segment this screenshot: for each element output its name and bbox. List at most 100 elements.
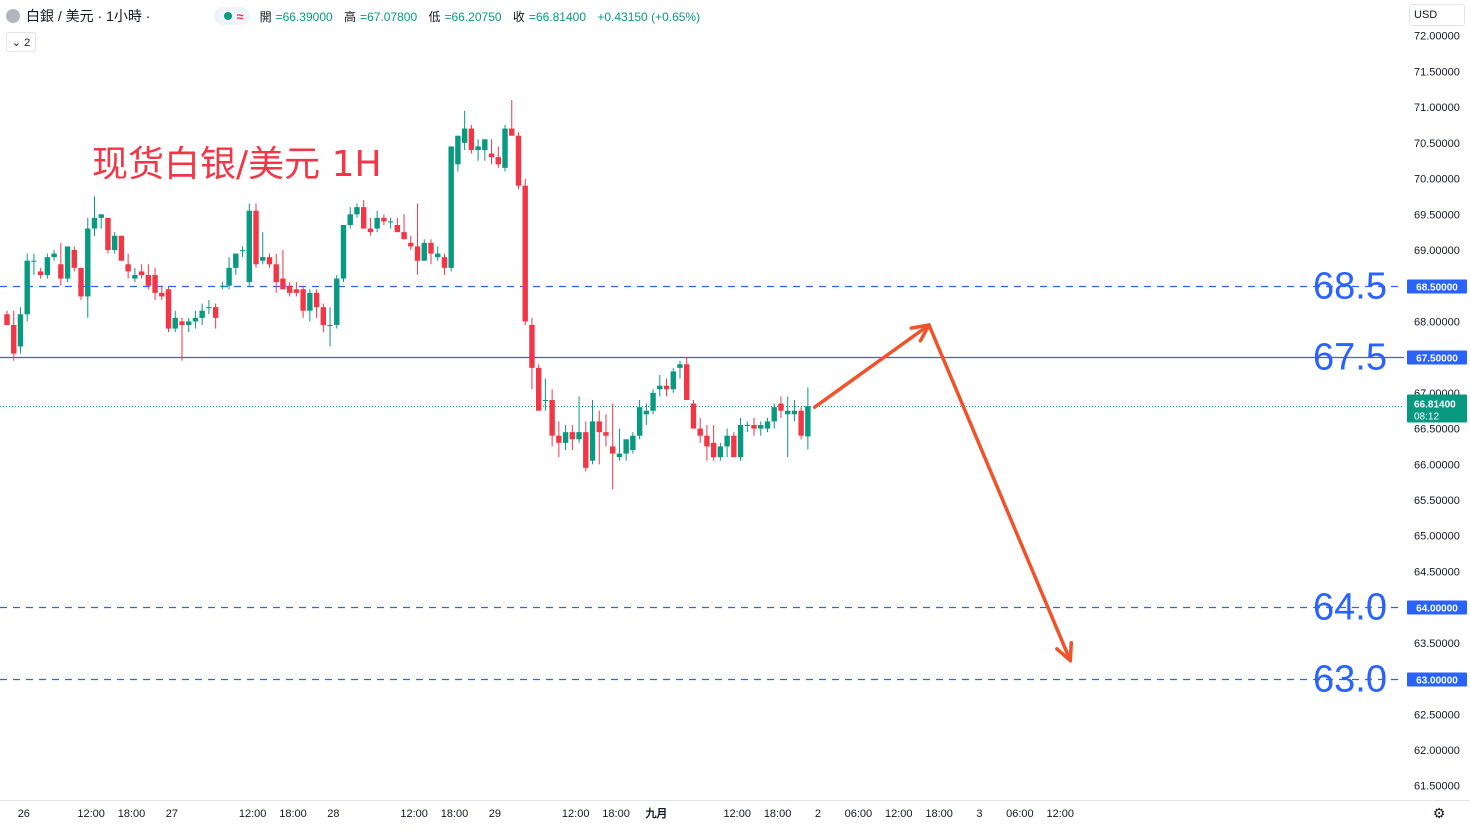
candle-body bbox=[549, 400, 555, 436]
candle-body bbox=[401, 232, 407, 240]
price-tick-label: 62.50000 bbox=[1414, 709, 1460, 721]
open-label: 開 bbox=[259, 9, 272, 24]
candle-body bbox=[710, 442, 717, 458]
candle-body bbox=[165, 289, 172, 329]
candle-body bbox=[192, 317, 199, 322]
candle-body bbox=[226, 267, 232, 286]
currency-selector[interactable]: USD bbox=[1409, 4, 1465, 26]
candle-body bbox=[98, 214, 104, 218]
close-value: 66.81400 bbox=[535, 9, 586, 24]
time-tick-label: 12:00 bbox=[77, 808, 105, 820]
price-tick-label: 69.50000 bbox=[1414, 209, 1460, 221]
price-tick-label: 72.00000 bbox=[1414, 31, 1460, 43]
candle-body bbox=[697, 428, 703, 436]
level-label-68.5: 68.5 bbox=[1313, 266, 1387, 308]
candle-body bbox=[764, 421, 771, 429]
candle-body bbox=[603, 432, 609, 436]
candle-body bbox=[650, 392, 656, 411]
price-tick-label: 66.00000 bbox=[1414, 459, 1460, 471]
candle-body bbox=[461, 128, 468, 143]
candle-body bbox=[286, 285, 293, 293]
candle-body bbox=[488, 153, 495, 158]
silver-coin-icon bbox=[6, 9, 20, 23]
collapse-indicators-button[interactable]: ⌄ 2 bbox=[6, 32, 36, 52]
candle-body bbox=[435, 253, 441, 258]
market-open-dot-icon bbox=[224, 12, 233, 20]
candle-body bbox=[253, 210, 259, 265]
candle-body bbox=[212, 307, 219, 318]
last-price-tag: 66.81400 bbox=[1414, 400, 1456, 411]
candle-body bbox=[239, 250, 246, 251]
candle-body bbox=[731, 435, 737, 458]
price-tick-label: 70.00000 bbox=[1414, 174, 1460, 186]
level-label-63.0: 63.0 bbox=[1313, 659, 1387, 701]
candle-body bbox=[495, 157, 501, 165]
last-price-tag-bg bbox=[1407, 394, 1467, 423]
candle-body bbox=[381, 217, 387, 222]
candle-body bbox=[636, 407, 643, 436]
time-tick-label: 18:00 bbox=[279, 808, 307, 820]
candle-body bbox=[206, 307, 212, 309]
time-tick-label: 九月 bbox=[644, 806, 667, 820]
candle-body bbox=[387, 221, 394, 223]
candle-body bbox=[414, 246, 421, 261]
candle-body bbox=[509, 128, 515, 136]
level-label-64.0: 64.0 bbox=[1313, 587, 1387, 629]
candle-body bbox=[448, 146, 454, 268]
time-tick-label: 2 bbox=[815, 808, 821, 820]
settings-gear-icon[interactable]: ⚙ bbox=[1432, 805, 1446, 821]
candle-body bbox=[784, 410, 791, 415]
candle-body bbox=[408, 242, 414, 247]
candle-body bbox=[569, 432, 576, 440]
candle-body bbox=[138, 271, 145, 275]
time-tick-label: 12:00 bbox=[885, 808, 913, 820]
candle-body bbox=[347, 214, 353, 225]
candle-body bbox=[105, 217, 111, 250]
level-price-tag-bg bbox=[1407, 600, 1467, 615]
candle-body bbox=[421, 242, 427, 261]
indicator-glyph: ≈ bbox=[236, 8, 244, 24]
time-tick-label: 18:00 bbox=[602, 808, 630, 820]
candle-body bbox=[562, 432, 569, 443]
candle-body bbox=[677, 364, 683, 368]
high-label: 高 bbox=[344, 9, 357, 24]
candle-body bbox=[293, 289, 300, 293]
candle-body bbox=[751, 425, 757, 429]
candle-body bbox=[455, 135, 461, 165]
candle-body bbox=[583, 432, 589, 468]
projection-up-arrow bbox=[812, 323, 931, 409]
time-tick-label: 06:00 bbox=[1006, 808, 1034, 820]
candle-body bbox=[798, 410, 804, 436]
candle-body bbox=[515, 135, 522, 186]
candle-body bbox=[24, 260, 30, 315]
candle-body bbox=[657, 385, 663, 390]
status-pill[interactable]: ≈ bbox=[214, 7, 250, 25]
level-price-tag: 64.00000 bbox=[1416, 604, 1458, 615]
candle-body bbox=[186, 321, 192, 325]
candle-body bbox=[51, 253, 57, 258]
candle-body bbox=[428, 242, 434, 254]
symbol-title[interactable]: 白銀 / 美元 · 1小時 · bbox=[26, 8, 151, 24]
candle-body bbox=[529, 325, 535, 368]
price-tick-label: 71.50000 bbox=[1414, 66, 1460, 78]
candle-body bbox=[58, 264, 64, 279]
candle-body bbox=[589, 421, 596, 461]
candle-body bbox=[152, 275, 158, 293]
time-tick-label: 12:00 bbox=[723, 808, 751, 820]
candle-body bbox=[522, 185, 528, 322]
open-value: 66.39000 bbox=[282, 9, 333, 24]
candle-body bbox=[670, 371, 676, 390]
candle-body bbox=[307, 292, 313, 311]
candle-body bbox=[118, 235, 125, 261]
candle-body bbox=[64, 246, 71, 279]
price-tick-label: 65.50000 bbox=[1414, 495, 1460, 507]
symbol-header: 白銀 / 美元 · 1小時 · ≈ 開 =66.39000 高 =67.07800 … bbox=[6, 6, 704, 26]
candle-body bbox=[724, 435, 730, 447]
time-tick-label: 28 bbox=[327, 808, 339, 820]
price-tick-label: 71.00000 bbox=[1414, 102, 1460, 114]
time-tick-label: 27 bbox=[166, 808, 178, 820]
level-price-tag: 68.50000 bbox=[1416, 283, 1458, 294]
time-tick-label: 18:00 bbox=[764, 808, 792, 820]
